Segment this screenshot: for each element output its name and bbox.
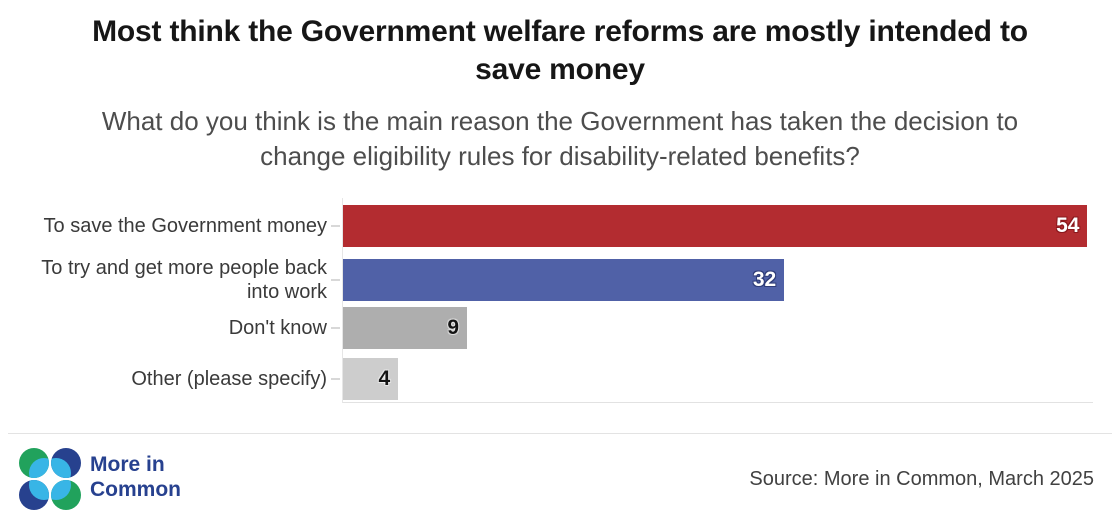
- value-label: 4: [378, 367, 391, 390]
- bar: 54: [343, 205, 1088, 247]
- bar-row: To try and get more people back into wor…: [0, 256, 1093, 303]
- value-label: 54: [1056, 214, 1080, 237]
- x-axis-baseline: [343, 402, 1093, 403]
- logo-text-line-2: Common: [90, 478, 181, 501]
- bar-row: Don't know 9: [0, 307, 1093, 349]
- bar-track: 32: [343, 259, 1093, 301]
- axis-tick: [331, 279, 340, 281]
- more-in-common-logo-text: More in Common: [90, 452, 181, 502]
- chart-header: Most think the Government welfare reform…: [0, 13, 1120, 174]
- category-label: To try and get more people back into wor…: [41, 257, 327, 303]
- source-attribution: Source: More in Common, March 2025: [749, 468, 1094, 490]
- chart-subtitle-line-2: change eligibility rules for disability-…: [260, 141, 860, 171]
- chart-subtitle: What do you think is the main reason the…: [0, 104, 1120, 174]
- chart-title-line-2: save money: [475, 53, 645, 86]
- bar-rows: To save the Government money 54 To try and…: [0, 205, 1120, 400]
- footer-divider: [8, 433, 1112, 434]
- bar-chart: To save the Government money 54 To try and…: [0, 205, 1120, 409]
- more-in-common-logo-icon: [19, 448, 81, 510]
- axis-tick: [331, 225, 340, 227]
- bar-track: 4: [343, 358, 1093, 400]
- axis-tick: [331, 327, 340, 329]
- chart-title-line-1: Most think the Government welfare reform…: [92, 15, 1028, 48]
- category-label: To save the Government money: [43, 215, 327, 237]
- y-axis-line: [342, 198, 343, 403]
- value-label: 9: [447, 316, 460, 339]
- category-label: Don't know: [228, 317, 327, 339]
- bar-row: Other (please specify) 4: [0, 358, 1093, 400]
- chart-subtitle-line-1: What do you think is the main reason the…: [101, 106, 1019, 136]
- axis-tick: [331, 378, 340, 380]
- logo-text-line-1: More in: [90, 453, 165, 476]
- bar-track: 9: [343, 307, 1093, 349]
- value-label: 32: [752, 268, 777, 291]
- bar: 32: [343, 259, 785, 301]
- bar: 4: [343, 358, 399, 400]
- bar-row: To save the Government money 54: [0, 205, 1093, 247]
- bar: 9: [343, 307, 468, 349]
- category-label: Other (please specify): [131, 368, 327, 390]
- bar-track: 54: [343, 205, 1093, 247]
